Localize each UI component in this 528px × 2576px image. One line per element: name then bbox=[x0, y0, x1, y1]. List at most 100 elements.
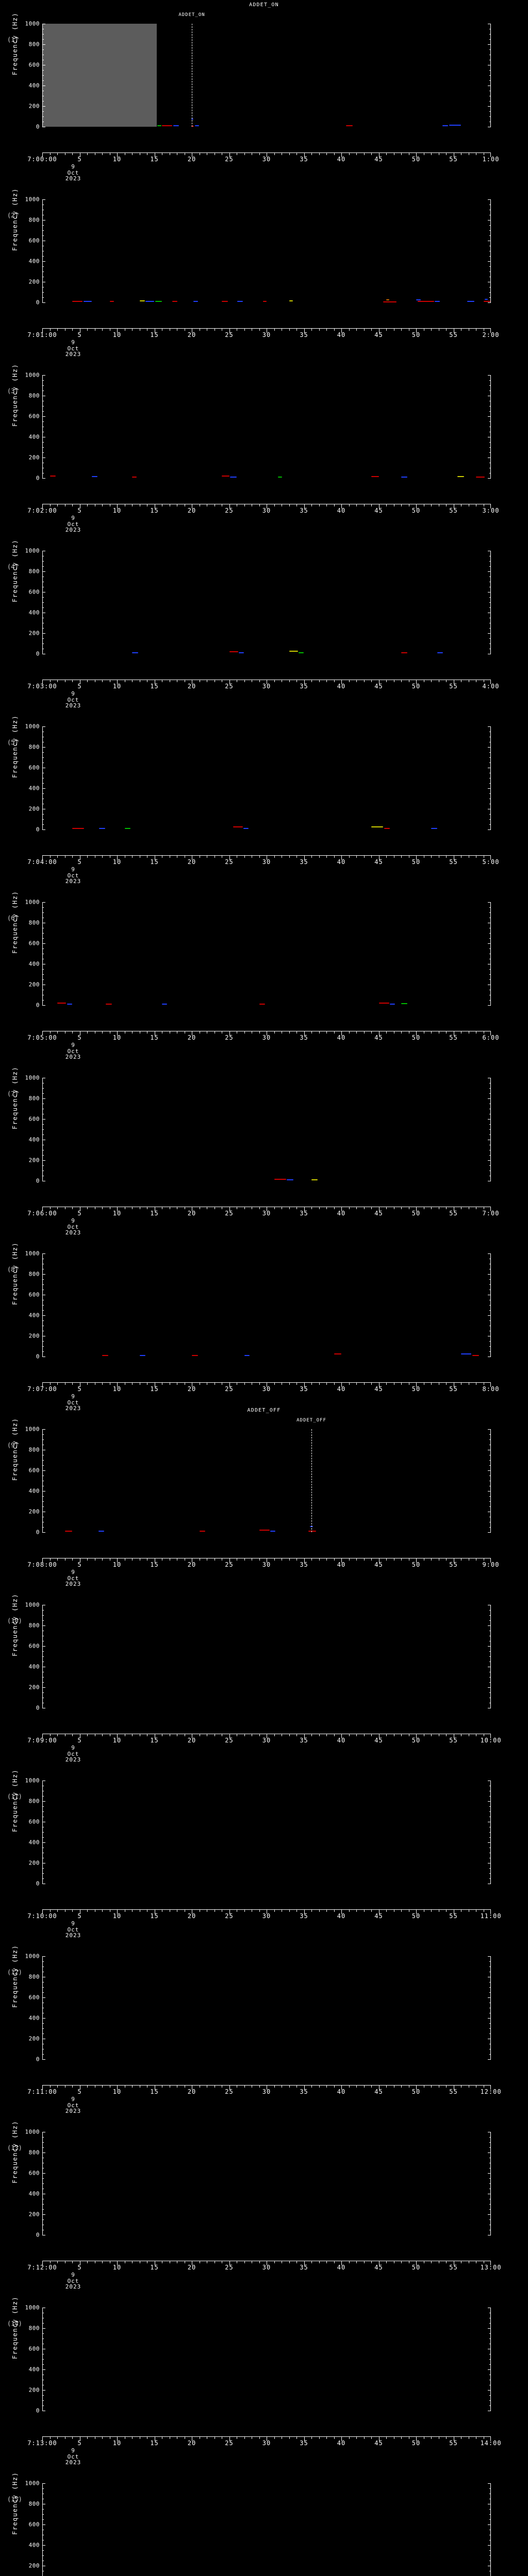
x-axis-tick bbox=[416, 2261, 417, 2265]
y-axis-tick bbox=[489, 49, 491, 50]
x-axis-tick bbox=[304, 1382, 305, 1387]
x-axis-tick bbox=[386, 1909, 387, 1912]
x-axis-start-label: 7:08:00 bbox=[27, 1561, 57, 1568]
x-axis-tick bbox=[132, 152, 133, 155]
x-axis-tick-label: 50 bbox=[411, 156, 421, 163]
x-axis-end-label: 11:00 bbox=[480, 1912, 502, 1920]
detection-trace bbox=[401, 1003, 407, 1005]
x-axis-tick bbox=[311, 680, 312, 682]
x-axis-tick bbox=[244, 1558, 245, 1561]
y-axis-tick bbox=[42, 452, 44, 453]
x-axis-tick bbox=[311, 1207, 312, 1209]
x-axis-date-stack: 9 Oct 2023 bbox=[42, 1042, 104, 1060]
x-axis-tick bbox=[132, 2261, 133, 2263]
y-axis-tick bbox=[42, 902, 45, 903]
x-axis-tick bbox=[50, 2261, 51, 2263]
x-axis-tick bbox=[319, 328, 320, 331]
y-axis-tick bbox=[42, 1470, 45, 1471]
x-axis-tick bbox=[356, 2436, 357, 2439]
y-axis-tick bbox=[489, 1796, 491, 1797]
y-axis-tick bbox=[42, 1806, 44, 1807]
x-axis-tick bbox=[416, 1558, 417, 1563]
detection-trace bbox=[239, 652, 244, 653]
x-axis-tick-label: 20 bbox=[187, 156, 196, 163]
x-axis-label-row: 7:10:00 5 10 15 20 25 30 35 40 45 50 55 11:00 bbox=[0, 1912, 528, 1921]
y-axis-tick bbox=[42, 907, 44, 908]
y-axis-tick bbox=[42, 752, 44, 753]
y-axis-tick bbox=[42, 2555, 44, 2556]
y-axis-tick bbox=[42, 2137, 44, 2138]
y-axis-tick-label: 1000 bbox=[25, 1250, 40, 1257]
x-axis-tick bbox=[296, 2436, 297, 2439]
y-axis-tick bbox=[489, 907, 491, 908]
x-axis-tick-label: 30 bbox=[262, 507, 271, 514]
x-axis-tick bbox=[364, 2085, 365, 2088]
y-axis-tick bbox=[42, 380, 44, 381]
x-axis-tick bbox=[416, 855, 417, 860]
x-axis-end-label: 2:00 bbox=[482, 331, 500, 338]
y-axis-tick-label: 0 bbox=[36, 299, 40, 306]
x-axis-tick bbox=[431, 1909, 432, 1912]
date-year: 2023 bbox=[65, 2108, 81, 2114]
y-axis-tick bbox=[42, 1434, 44, 1435]
y-axis-tick bbox=[489, 292, 491, 293]
x-axis-end-label: 14:00 bbox=[480, 2439, 502, 2447]
x-axis-tick-label: 25 bbox=[225, 2088, 234, 2095]
x-axis-tick bbox=[401, 2085, 402, 2088]
x-axis-tick-label: 20 bbox=[187, 1034, 196, 1041]
x-axis-tick bbox=[311, 855, 312, 858]
y-axis-tick bbox=[489, 566, 491, 567]
y-axis-tick bbox=[42, 292, 44, 293]
x-axis-tick bbox=[364, 680, 365, 682]
detection-trace bbox=[310, 1526, 313, 1527]
x-axis-tick bbox=[431, 2085, 432, 2088]
x-axis-tick bbox=[416, 328, 417, 333]
x-axis-tick bbox=[341, 2085, 342, 2090]
x-axis-tick bbox=[289, 1031, 290, 1033]
y-axis-tick bbox=[489, 1992, 491, 1993]
x-axis-tick-label: 35 bbox=[300, 2088, 308, 2095]
y-axis-tick bbox=[489, 979, 491, 980]
x-axis-tick bbox=[326, 152, 327, 155]
x-axis-tick bbox=[274, 328, 275, 331]
y-axis-tick bbox=[42, 2509, 44, 2510]
y-axis-tick-label: 0 bbox=[36, 1002, 40, 1009]
y-axis-tick bbox=[42, 2183, 44, 2184]
x-axis-tick bbox=[386, 504, 387, 506]
y-axis-tick bbox=[42, 2147, 44, 2148]
x-axis-tick bbox=[57, 1382, 58, 1385]
x-axis-tick bbox=[117, 1031, 118, 1036]
plot-background bbox=[42, 902, 491, 1005]
x-axis-start-label: 7:00:00 bbox=[27, 156, 57, 163]
x-axis-tick bbox=[326, 2436, 327, 2439]
date-day: 9 bbox=[71, 2272, 75, 2278]
y-axis-tick bbox=[489, 752, 491, 753]
y-axis-tick bbox=[488, 478, 491, 479]
x-axis-tick bbox=[259, 680, 260, 682]
y-axis-tick bbox=[489, 2219, 491, 2220]
y-axis-tick bbox=[489, 933, 491, 934]
x-axis-tick bbox=[386, 855, 387, 858]
spectrogram-panel: (10) Frequency (Hz) 0 200 400 600 800 1000 7:09:… bbox=[0, 1581, 528, 1762]
spectrogram-panel: (11) Frequency (Hz) 0 200 400 600 800 1000 7:10:… bbox=[0, 1757, 528, 1938]
x-axis-tick bbox=[289, 2436, 290, 2439]
x-axis-start-label: 7:05:00 bbox=[27, 1034, 57, 1041]
x-axis-tick bbox=[214, 152, 215, 155]
x-axis-tick-label: 55 bbox=[449, 2439, 458, 2447]
x-axis-tick bbox=[117, 1382, 118, 1387]
y-axis-tick bbox=[42, 1439, 44, 1440]
x-axis-tick bbox=[72, 680, 73, 682]
detection-trace bbox=[457, 476, 464, 478]
detection-trace bbox=[259, 1004, 266, 1005]
x-axis-tick bbox=[341, 328, 342, 333]
x-axis-tick-label: 10 bbox=[112, 156, 122, 163]
y-axis-tick bbox=[42, 1987, 44, 1988]
plot-area: 0 200 400 600 800 1000 bbox=[25, 2129, 491, 2238]
y-axis-tick-label: 200 bbox=[28, 805, 40, 812]
x-axis-tick bbox=[244, 328, 245, 331]
y-axis-tick bbox=[42, 457, 45, 458]
x-axis-tick-label: 20 bbox=[187, 1912, 196, 1920]
x-axis-tick bbox=[371, 855, 372, 858]
x-axis-tick bbox=[42, 2261, 43, 2265]
y-axis-tick-label: 1000 bbox=[25, 2128, 40, 2136]
